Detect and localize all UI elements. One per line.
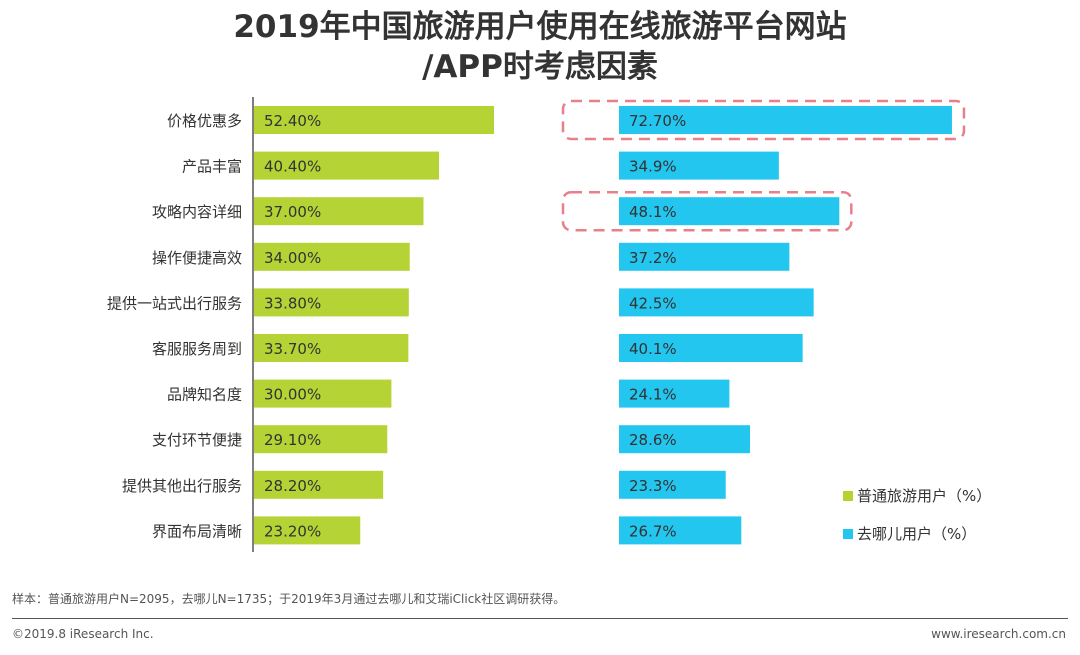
legend-item-qunar-users: 去哪儿用户（%） <box>843 523 976 544</box>
bar-regular-9 <box>254 516 361 545</box>
bar-regular-1 <box>254 151 440 180</box>
value-label-qunar-9: 26.7% <box>629 522 677 540</box>
sample-footnote: 样本：普通旅游用户N=2095，去哪儿N=1735；于2019年3月通过去哪儿和… <box>12 592 566 606</box>
legend-label-qunar-users: 去哪儿用户（%） <box>857 525 977 543</box>
value-label-qunar-3: 37.2% <box>629 249 677 267</box>
chart: 价格优惠多 52.40% 72.70% 产品丰富 40.40% 34.9% 攻略内容详细 37… <box>107 97 966 552</box>
bar-qunar-6 <box>619 379 730 408</box>
value-label-qunar-5: 40.1% <box>629 340 677 358</box>
category-label-2: 攻略内容详细 <box>152 203 242 221</box>
bar-qunar-2 <box>619 197 840 226</box>
value-label-qunar-2: 48.1% <box>629 203 677 221</box>
bar-qunar-4 <box>619 288 814 317</box>
bar-qunar-5 <box>619 334 803 362</box>
highlight-box-2 <box>561 190 853 232</box>
category-label-3: 操作便捷高效 <box>152 249 242 267</box>
value-label-qunar-0: 72.70% <box>629 112 686 130</box>
category-label-1: 产品丰富 <box>182 158 242 176</box>
bar-qunar-9 <box>619 516 742 545</box>
value-label-regular-0: 52.40% <box>264 112 321 130</box>
bar-regular-8 <box>254 470 384 499</box>
value-label-qunar-6: 24.1% <box>629 386 677 404</box>
legend-label-regular-users: 普通旅游用户（%） <box>857 487 992 505</box>
category-label-7: 支付环节便捷 <box>152 431 242 449</box>
value-label-regular-1: 40.40% <box>264 158 321 176</box>
bar-qunar-3 <box>619 242 790 271</box>
value-label-regular-2: 37.00% <box>264 203 321 221</box>
value-label-qunar-8: 23.3% <box>629 477 677 495</box>
copyright-text: ©2019.8 iResearch Inc. <box>12 627 154 641</box>
value-label-regular-9: 23.20% <box>264 522 321 540</box>
value-label-qunar-7: 28.6% <box>629 431 677 449</box>
value-label-regular-7: 29.10% <box>264 431 321 449</box>
bar-regular-3 <box>254 242 410 271</box>
category-label-5: 客服服务周到 <box>152 340 242 358</box>
website-link[interactable]: www.iresearch.com.cn <box>931 627 1066 641</box>
bar-qunar-0 <box>619 106 952 134</box>
category-label-4: 提供一站式出行服务 <box>107 294 242 312</box>
value-label-regular-6: 30.00% <box>264 386 321 404</box>
value-label-regular-5: 33.70% <box>264 340 321 358</box>
category-label-8: 提供其他出行服务 <box>122 477 242 495</box>
bar-regular-7 <box>254 425 388 454</box>
value-label-regular-8: 28.20% <box>264 477 321 495</box>
value-label-qunar-4: 42.5% <box>629 294 677 312</box>
bar-regular-4 <box>254 288 409 317</box>
bar-qunar-1 <box>619 151 779 180</box>
bar-qunar-8 <box>619 470 726 499</box>
category-label-6: 品牌知名度 <box>167 386 242 404</box>
bar-regular-6 <box>254 379 392 408</box>
legend-item-regular-users: 普通旅游用户（%） <box>843 485 991 506</box>
category-label-9: 界面布局清晰 <box>152 522 242 540</box>
category-label-0: 价格优惠多 <box>167 112 242 130</box>
bar-regular-5 <box>254 334 409 362</box>
value-label-qunar-1: 34.9% <box>629 158 677 176</box>
bar-qunar-7 <box>619 425 750 454</box>
legend-swatch-blue <box>843 528 853 539</box>
value-label-regular-3: 34.00% <box>264 249 321 267</box>
value-label-regular-4: 33.80% <box>264 294 321 312</box>
chart-title-line2: /APP时考虑因素 <box>422 49 658 85</box>
bar-regular-2 <box>254 197 424 226</box>
footer-divider <box>12 618 1068 619</box>
legend-swatch-green <box>843 490 853 501</box>
chart-title-line1: 2019年中国旅游用户使用在线旅游平台网站 <box>233 9 847 45</box>
bar-regular-0 <box>254 106 494 134</box>
